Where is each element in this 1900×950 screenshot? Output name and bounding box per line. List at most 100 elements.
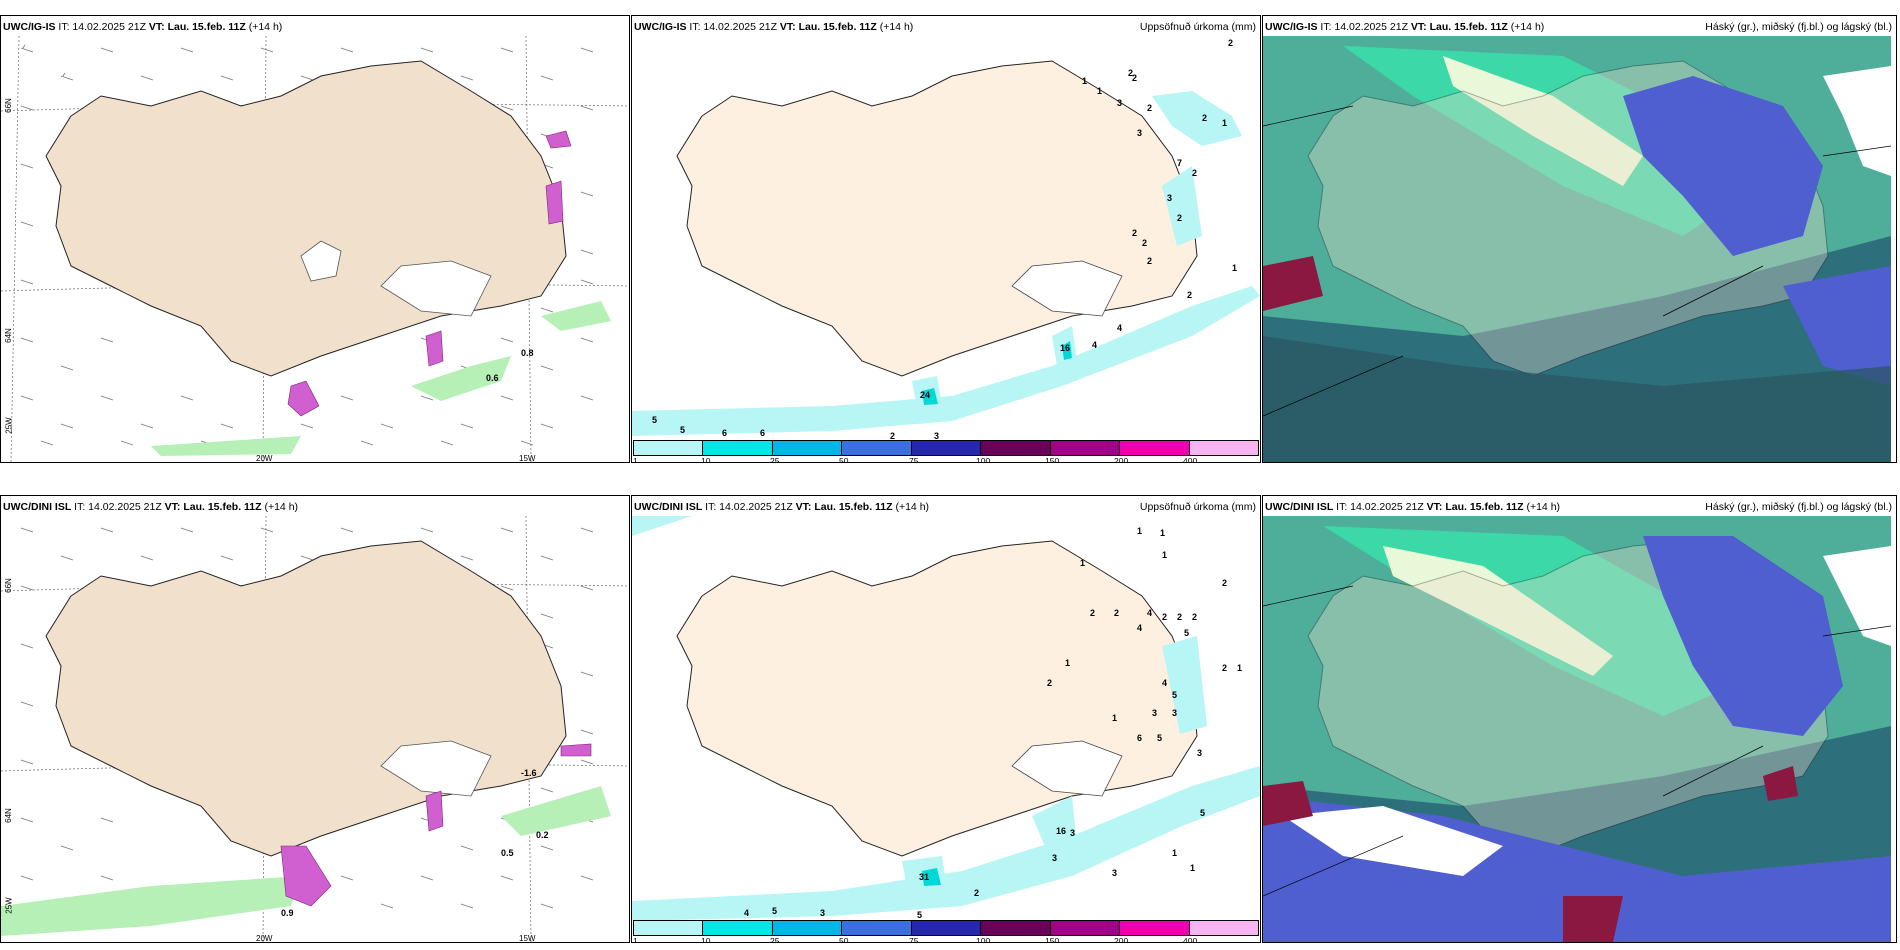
value-label: 3 [1052,853,1057,863]
precip-light [632,91,1260,436]
value-label: 24 [920,390,930,400]
value-label: 2 [1114,608,1119,618]
legend-tick: 50 [839,936,849,943]
value-label: 5 [1172,690,1177,700]
value-label: 31 [919,872,929,882]
glacier [1011,260,1123,317]
value-label: 0.5 [501,848,514,858]
legend-swatch [911,441,982,455]
value-label: 2 [1177,213,1182,223]
value-label: 2 [1222,663,1227,673]
legend-tick: 50 [839,456,849,463]
legend-tick: 200 [1114,936,1129,943]
value-label: 2 [1202,113,1207,123]
value-label: 3 [1070,828,1075,838]
legend-tick: 25 [770,936,780,943]
value-label: 2 [1132,73,1137,83]
legend-swatch [772,441,843,455]
legend-swatch [1120,921,1190,935]
value-label: 1 [1065,658,1070,668]
legend-tick: 100 [976,936,991,943]
value-label: 2 [890,431,895,441]
legend-tick: 75 [909,936,919,943]
axis-label-20w: 20W [256,454,273,463]
axis-label-66n: 66N [3,578,13,593]
axis-label-15w: 15W [519,934,536,943]
panel-top-right: UWC/IG-IS IT: 14.02.2025 21Z VT: Lau. 15… [1262,15,1897,463]
value-label: 0.6 [486,373,499,383]
precip-legend [633,440,1259,456]
value-label: 5 [1157,733,1162,743]
legend-swatch [772,921,843,935]
value-label: 3 [1197,748,1202,758]
value-label: 2 [1142,238,1147,248]
value-label: 16 [1056,826,1066,836]
product-title: Háský (gr.), miðský (fj.bl.) og lágský (… [1705,21,1892,33]
value-label: 2 [1147,103,1152,113]
value-label: 0.9 [281,908,294,918]
legend-swatch [911,921,982,935]
value-label: 2 [1147,256,1152,266]
legend-swatch [634,441,704,455]
value-label: 3 [820,908,825,918]
value-label: 7 [1177,158,1182,168]
value-label: 1 [1112,713,1117,723]
value-label: 5 [1184,628,1189,638]
panel-bottom-mid: UWC/DINI ISL IT: 14.02.2025 21Z VT: Lau.… [631,495,1261,943]
legend-tick: 75 [909,456,919,463]
value-label: 5 [652,415,657,425]
value-label: 4 [1137,623,1142,633]
legend-swatch [1050,921,1121,935]
legend-swatch [1120,441,1190,455]
value-label: 6 [760,428,765,438]
value-label: 5 [917,910,922,920]
iceland-land [45,540,567,857]
iceland-land [45,60,567,377]
value-label: 2 [1047,678,1052,688]
value-label: 4 [744,908,749,918]
legend-tick: 10 [701,936,711,943]
precip-values: 1 1 1 1 2 2 2 4 2 2 2 4 5 2 1 1 2 4 5 3 … [744,526,1242,920]
value-label: 1 [1082,76,1087,86]
value-label: 2 [1090,608,1095,618]
value-label: 1 [1237,663,1242,673]
legend-tick: 1 [633,456,638,463]
value-label: 1 [1162,550,1167,560]
wind-map: -1.6 0.2 0.5 0.9 [1,516,629,942]
cloud-map [1263,36,1891,462]
value-label: 2 [1162,612,1167,622]
wind-map: 0.8 0.6 [1,36,629,462]
value-label: -1.6 [521,768,537,778]
axis-label-64n: 64N [3,808,13,823]
legend-tick: 150 [1045,936,1060,943]
legend-tick: 10 [701,456,711,463]
value-label: 5 [680,425,685,435]
legend-swatch [981,441,1051,455]
product-title: Uppsöfnuð úrkoma (mm) [1139,21,1256,33]
legend-swatch [634,921,704,935]
precip-map [632,60,1260,436]
precip-green [151,301,611,456]
panel-title: UWC/IG-IS IT: 14.02.2025 21Z VT: Lau. 15… [3,21,283,33]
value-label: 3 [1152,708,1157,718]
value-label: 2 [1132,228,1137,238]
value-label: 5 [772,906,777,916]
legend-tick: 25 [770,456,780,463]
value-label: 6 [1137,733,1142,743]
value-label: 4 [1162,678,1167,688]
value-label: 1 [1160,528,1165,538]
legend-swatch [1189,441,1258,455]
value-label: 4 [1117,323,1122,333]
axis-label-66n: 66N [3,98,13,113]
value-label: 1 [1172,848,1177,858]
value-label: 0.8 [521,348,534,358]
legend-tick: 100 [976,456,991,463]
value-label: 2 [1128,68,1133,78]
value-label: 3 [1172,708,1177,718]
value-label: 6 [722,428,727,438]
value-label: 1 [1080,558,1085,568]
value-label: 4 [1092,340,1097,350]
value-label: 16 [1060,343,1070,353]
legend-swatch [703,921,773,935]
value-label: 2 [1177,612,1182,622]
